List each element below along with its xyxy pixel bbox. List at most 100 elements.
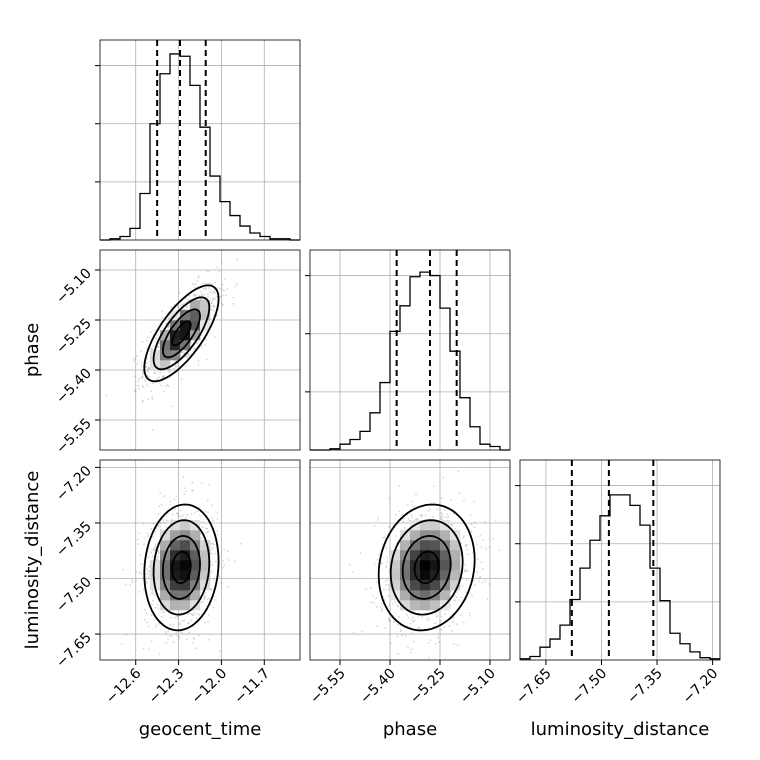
sample-point [440,497,443,500]
sample-point [197,275,200,278]
sample-point [184,490,187,493]
panel-content [310,460,510,660]
sample-point [417,615,419,617]
density-cell [420,600,431,611]
sample-point [186,355,188,358]
sample-point [377,553,380,556]
sample-point [479,534,482,537]
y-tick-label: −7.35 [53,518,95,560]
sample-point [165,526,168,529]
density-cell [190,330,201,341]
panel-frame [309,459,511,661]
sample-point [188,612,191,615]
sample-point [433,502,435,504]
sample-point [146,336,149,339]
sample-point [441,518,444,521]
sample-point [413,505,416,508]
density-cell [400,590,411,601]
sample-point [382,536,384,539]
sample-point [385,547,387,550]
sample-point [460,596,463,599]
sample-point [164,322,167,325]
sample-point [432,516,434,519]
sample-point [167,638,170,640]
sample-point [144,572,147,575]
sample-point [159,522,162,525]
sample-point [436,615,438,617]
sample-point [154,340,157,343]
sample-point [486,598,489,601]
contour-line [171,320,192,347]
sample-point [463,500,465,502]
x-tick-label: −12.0 [189,666,231,708]
y-tick-label: −5.55 [53,416,95,458]
density-cell [170,600,181,611]
sample-point [154,530,157,533]
sample-point [457,599,460,601]
density-panel-geocent_time-luminosity_distance [99,459,301,661]
sample-point [147,367,150,369]
sample-point [209,291,212,294]
sample-point [145,362,148,364]
sample-point [177,515,180,517]
density-cell [430,520,441,531]
sample-point [161,310,164,313]
y-axis-phase: −5.55 −5.40 −5.25 −5.10 phase [22,266,100,458]
sample-point [205,358,208,361]
sample-point [171,405,173,408]
sample-point [178,292,181,295]
sample-point [180,378,183,380]
sample-point [418,626,420,629]
sample-point [162,375,165,378]
sample-point [171,634,173,637]
sample-point [154,371,157,374]
sample-point [178,514,181,517]
sample-point [147,570,150,573]
sample-point [174,508,176,511]
sample-point [210,283,213,286]
sample-point [187,622,190,625]
sample-point [220,262,223,264]
sample-point [207,270,210,273]
sample-point [223,599,225,601]
sample-point [213,539,216,542]
sample-point [153,371,156,374]
panel-frame [99,459,301,661]
sample-point [222,304,225,307]
x-tick-label: −7.20 [680,666,722,708]
sample-point [214,560,217,563]
sample-point [476,571,478,574]
sample-point [137,380,140,383]
sample-point [443,626,446,629]
sample-point [167,385,170,388]
sample-point [154,606,157,609]
sample-point [159,525,162,528]
sample-point [396,623,399,626]
density-cell [190,570,201,581]
sample-point [484,579,487,582]
sample-point [420,515,423,518]
sample-point [421,616,424,618]
sample-point [389,524,391,527]
sample-point [207,511,209,513]
sample-point [388,585,391,587]
sample-point [140,572,142,575]
sample-point [207,530,210,533]
density-cell [420,550,431,561]
sample-point [365,588,368,591]
panel-bg [100,40,300,240]
sample-point [427,510,430,512]
density-cell [390,550,401,561]
sample-point [488,583,490,585]
sample-point [182,476,185,478]
sample-point [182,514,184,517]
sample-point [397,652,400,655]
sample-point [187,298,190,301]
density-cell [200,570,211,581]
sample-point [187,622,190,624]
sample-point [170,616,172,619]
density-cell [390,580,401,591]
sample-point [193,612,195,615]
sample-point [154,544,157,547]
sample-point [226,288,228,291]
